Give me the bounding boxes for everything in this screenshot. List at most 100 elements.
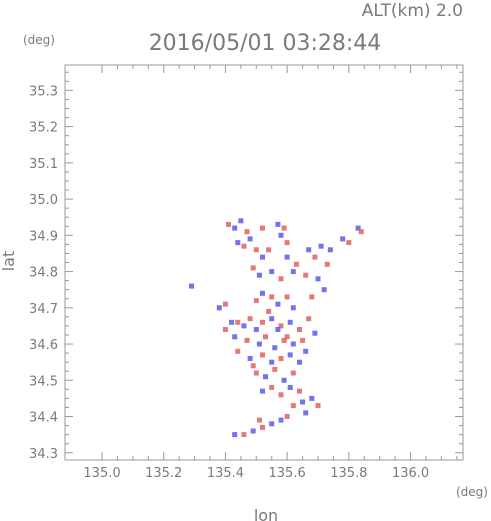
- x-tick-label: 135.0: [83, 466, 120, 481]
- y-tick-label: 34.8: [29, 266, 58, 281]
- data-cell: [247, 316, 253, 322]
- data-cell: [256, 341, 262, 347]
- data-cell: [226, 221, 231, 227]
- data-cell: [260, 290, 265, 296]
- y-tick-label: 34.5: [29, 374, 58, 389]
- data-cell: [232, 225, 238, 231]
- y-tick-label: 34.6: [29, 338, 58, 353]
- data-cell: [260, 388, 265, 394]
- data-cell: [244, 229, 250, 235]
- x-tick-label: 135.4: [207, 466, 244, 481]
- data-cell: [266, 308, 272, 314]
- data-cell: [256, 272, 262, 278]
- data-cell: [315, 403, 321, 409]
- data-cell: [269, 359, 275, 365]
- y-tick-label: 34.7: [29, 302, 58, 317]
- x-tick-label: 135.8: [330, 466, 367, 481]
- data-cell: [260, 225, 265, 231]
- data-cell: [232, 432, 238, 438]
- data-cell: [256, 417, 262, 423]
- y-unit-label: (deg): [23, 33, 55, 47]
- data-cell: [250, 265, 256, 271]
- data-cell: [250, 363, 256, 369]
- data-cell: [269, 316, 275, 322]
- data-cell: [287, 352, 293, 358]
- data-cell: [303, 272, 309, 278]
- data-cell: [269, 269, 275, 275]
- data-cell: [340, 236, 346, 242]
- data-cell: [284, 414, 290, 419]
- data-cell: [281, 225, 287, 231]
- data-cell: [284, 240, 290, 246]
- data-cell: [287, 319, 293, 325]
- data-cell: [189, 283, 194, 289]
- data-cell: [253, 327, 259, 332]
- x-unit-label: (deg): [456, 485, 488, 499]
- data-cell: [260, 254, 265, 260]
- data-cell: [300, 399, 306, 405]
- data-cell: [260, 319, 265, 325]
- data-cell: [297, 327, 302, 332]
- altitude-label: ALT(km) 2.0: [362, 1, 463, 21]
- data-cell: [290, 305, 296, 311]
- data-cell: [306, 316, 312, 322]
- data-cell: [260, 424, 265, 430]
- y-tick-label: 35.2: [29, 121, 58, 136]
- data-cell: [216, 305, 222, 311]
- data-cell: [284, 294, 290, 300]
- data-cell: [269, 294, 275, 300]
- data-cell: [303, 410, 309, 416]
- x-tick-label: 135.2: [145, 466, 182, 481]
- data-cell: [300, 337, 306, 343]
- data-cell: [278, 232, 284, 238]
- y-tick-label: 34.4: [29, 411, 58, 426]
- data-cell: [247, 356, 253, 361]
- data-cell: [241, 243, 247, 249]
- data-cell: [306, 247, 312, 253]
- data-cell: [244, 337, 250, 343]
- y-tick-label: 35.1: [29, 157, 58, 172]
- data-cell: [275, 301, 281, 307]
- data-cell: [303, 348, 309, 354]
- x-axis-label: lon: [254, 506, 278, 521]
- data-cell: [278, 323, 284, 329]
- y-tick-label: 35.3: [29, 84, 58, 99]
- data-cell: [266, 247, 272, 253]
- data-cell: [284, 334, 290, 340]
- data-cell: [247, 236, 253, 242]
- data-cell: [312, 330, 318, 336]
- data-cell: [287, 385, 293, 390]
- data-cell: [238, 218, 244, 224]
- data-cell: [235, 319, 241, 325]
- data-cell: [290, 403, 296, 409]
- data-cell: [309, 294, 315, 300]
- data-cell: [250, 428, 256, 434]
- data-cell: [281, 337, 287, 343]
- data-cell: [235, 240, 241, 246]
- data-cell: [297, 388, 302, 394]
- y-axis-label: lat: [0, 251, 18, 272]
- data-cell: [284, 254, 290, 260]
- data-cell: [315, 276, 321, 282]
- x-ticks: 135.0 135.2 135.4 135.6 135.8 136.0: [83, 65, 458, 481]
- x-tick-label: 135.6: [269, 466, 306, 481]
- data-cell: [253, 247, 259, 253]
- data-cell: [321, 287, 327, 293]
- y-ticks: 34.3 34.4 34.5 34.6 34.7 34.8 34.9 35.0 35.1 35.2…: [29, 71, 463, 462]
- data-cell: [269, 385, 275, 390]
- data-cell: [253, 370, 259, 376]
- data-cell: [312, 254, 318, 260]
- data-cell: [309, 395, 315, 401]
- data-cell: [235, 348, 241, 354]
- data-cell: [253, 298, 259, 304]
- y-tick-label: 35.0: [29, 193, 58, 208]
- data-cell: [241, 323, 247, 329]
- data-cell: [290, 269, 296, 275]
- data-cell: [269, 421, 275, 427]
- data-cell: [278, 276, 284, 282]
- data-cell: [272, 345, 278, 351]
- chart-title: 2016/05/01 03:28:44: [149, 31, 382, 56]
- data-cell: [260, 352, 265, 358]
- y-tick-label: 34.9: [29, 229, 58, 244]
